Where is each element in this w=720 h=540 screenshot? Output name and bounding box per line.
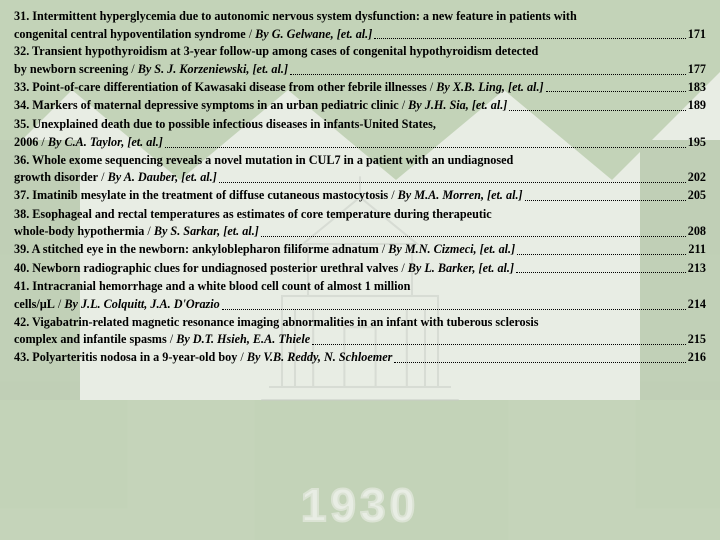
entry-page: 205 xyxy=(688,187,706,205)
entry-text: 39. A stitched eye in the newborn: ankyl… xyxy=(14,241,515,259)
entry-page: 195 xyxy=(688,134,706,152)
leader-dots xyxy=(516,272,686,273)
toc-entry: 43. Polyarteritis nodosa in a 9-year-old… xyxy=(14,349,706,367)
leader-dots xyxy=(261,236,686,237)
entry-text: 34. Markers of maternal depressive sympt… xyxy=(14,97,507,115)
toc-entry: 41. Intracranial hemorrhage and a white … xyxy=(14,278,706,313)
entry-text: 31. Intermittent hyperglycemia due to au… xyxy=(14,8,706,26)
leader-dots xyxy=(509,110,685,111)
entry-text: 35. Unexplained death due to possible in… xyxy=(14,116,706,134)
leader-dots xyxy=(219,182,686,183)
entry-page: 171 xyxy=(688,26,706,44)
entry-text: 41. Intracranial hemorrhage and a white … xyxy=(14,278,706,296)
table-of-contents: 31. Intermittent hyperglycemia due to au… xyxy=(0,0,720,376)
leader-dots xyxy=(394,362,685,363)
toc-entry: 33. Point-of-care differentiation of Kaw… xyxy=(14,79,706,97)
leader-dots xyxy=(312,344,686,345)
toc-entry: 32. Transient hypothyroidism at 3-year f… xyxy=(14,43,706,78)
leader-dots xyxy=(525,200,686,201)
toc-entry: 34. Markers of maternal depressive sympt… xyxy=(14,97,706,115)
entry-page: 214 xyxy=(688,296,706,314)
entry-text: 36. Whole exome sequencing reveals a nov… xyxy=(14,152,706,170)
entry-page: 189 xyxy=(688,97,706,115)
entry-page: 208 xyxy=(688,223,706,241)
toc-entry: 31. Intermittent hyperglycemia due to au… xyxy=(14,8,706,43)
toc-entry: 36. Whole exome sequencing reveals a nov… xyxy=(14,152,706,187)
toc-entry: 42. Vigabatrin-related magnetic resonanc… xyxy=(14,314,706,349)
toc-entry: 37. Imatinib mesylate in the treatment o… xyxy=(14,187,706,205)
leader-dots xyxy=(517,254,686,255)
leader-dots xyxy=(546,91,686,92)
entry-text: 37. Imatinib mesylate in the treatment o… xyxy=(14,187,523,205)
entry-page: 177 xyxy=(688,61,706,79)
leader-dots xyxy=(374,38,685,39)
entry-page: 211 xyxy=(688,241,706,259)
toc-entry: 35. Unexplained death due to possible in… xyxy=(14,116,706,151)
leader-dots xyxy=(165,147,686,148)
toc-entry: 38. Esophageal and rectal temperatures a… xyxy=(14,206,706,241)
entry-page: 213 xyxy=(688,260,706,278)
leader-dots xyxy=(222,309,686,310)
entry-page: 215 xyxy=(688,331,706,349)
toc-entry: 39. A stitched eye in the newborn: ankyl… xyxy=(14,241,706,259)
entry-text: 43. Polyarteritis nodosa in a 9-year-old… xyxy=(14,349,392,367)
entry-text: 38. Esophageal and rectal temperatures a… xyxy=(14,206,706,224)
entry-text: 32. Transient hypothyroidism at 3-year f… xyxy=(14,43,706,61)
toc-entry: 40. Newborn radiographic clues for undia… xyxy=(14,260,706,278)
entry-page: 183 xyxy=(688,79,706,97)
entry-text: 33. Point-of-care differentiation of Kaw… xyxy=(14,79,544,97)
entry-page: 216 xyxy=(688,349,706,367)
entry-text: 42. Vigabatrin-related magnetic resonanc… xyxy=(14,314,706,332)
entry-text: 40. Newborn radiographic clues for undia… xyxy=(14,260,514,278)
watermark-year: 1930 xyxy=(301,478,419,532)
entry-page: 202 xyxy=(688,169,706,187)
leader-dots xyxy=(290,74,686,75)
